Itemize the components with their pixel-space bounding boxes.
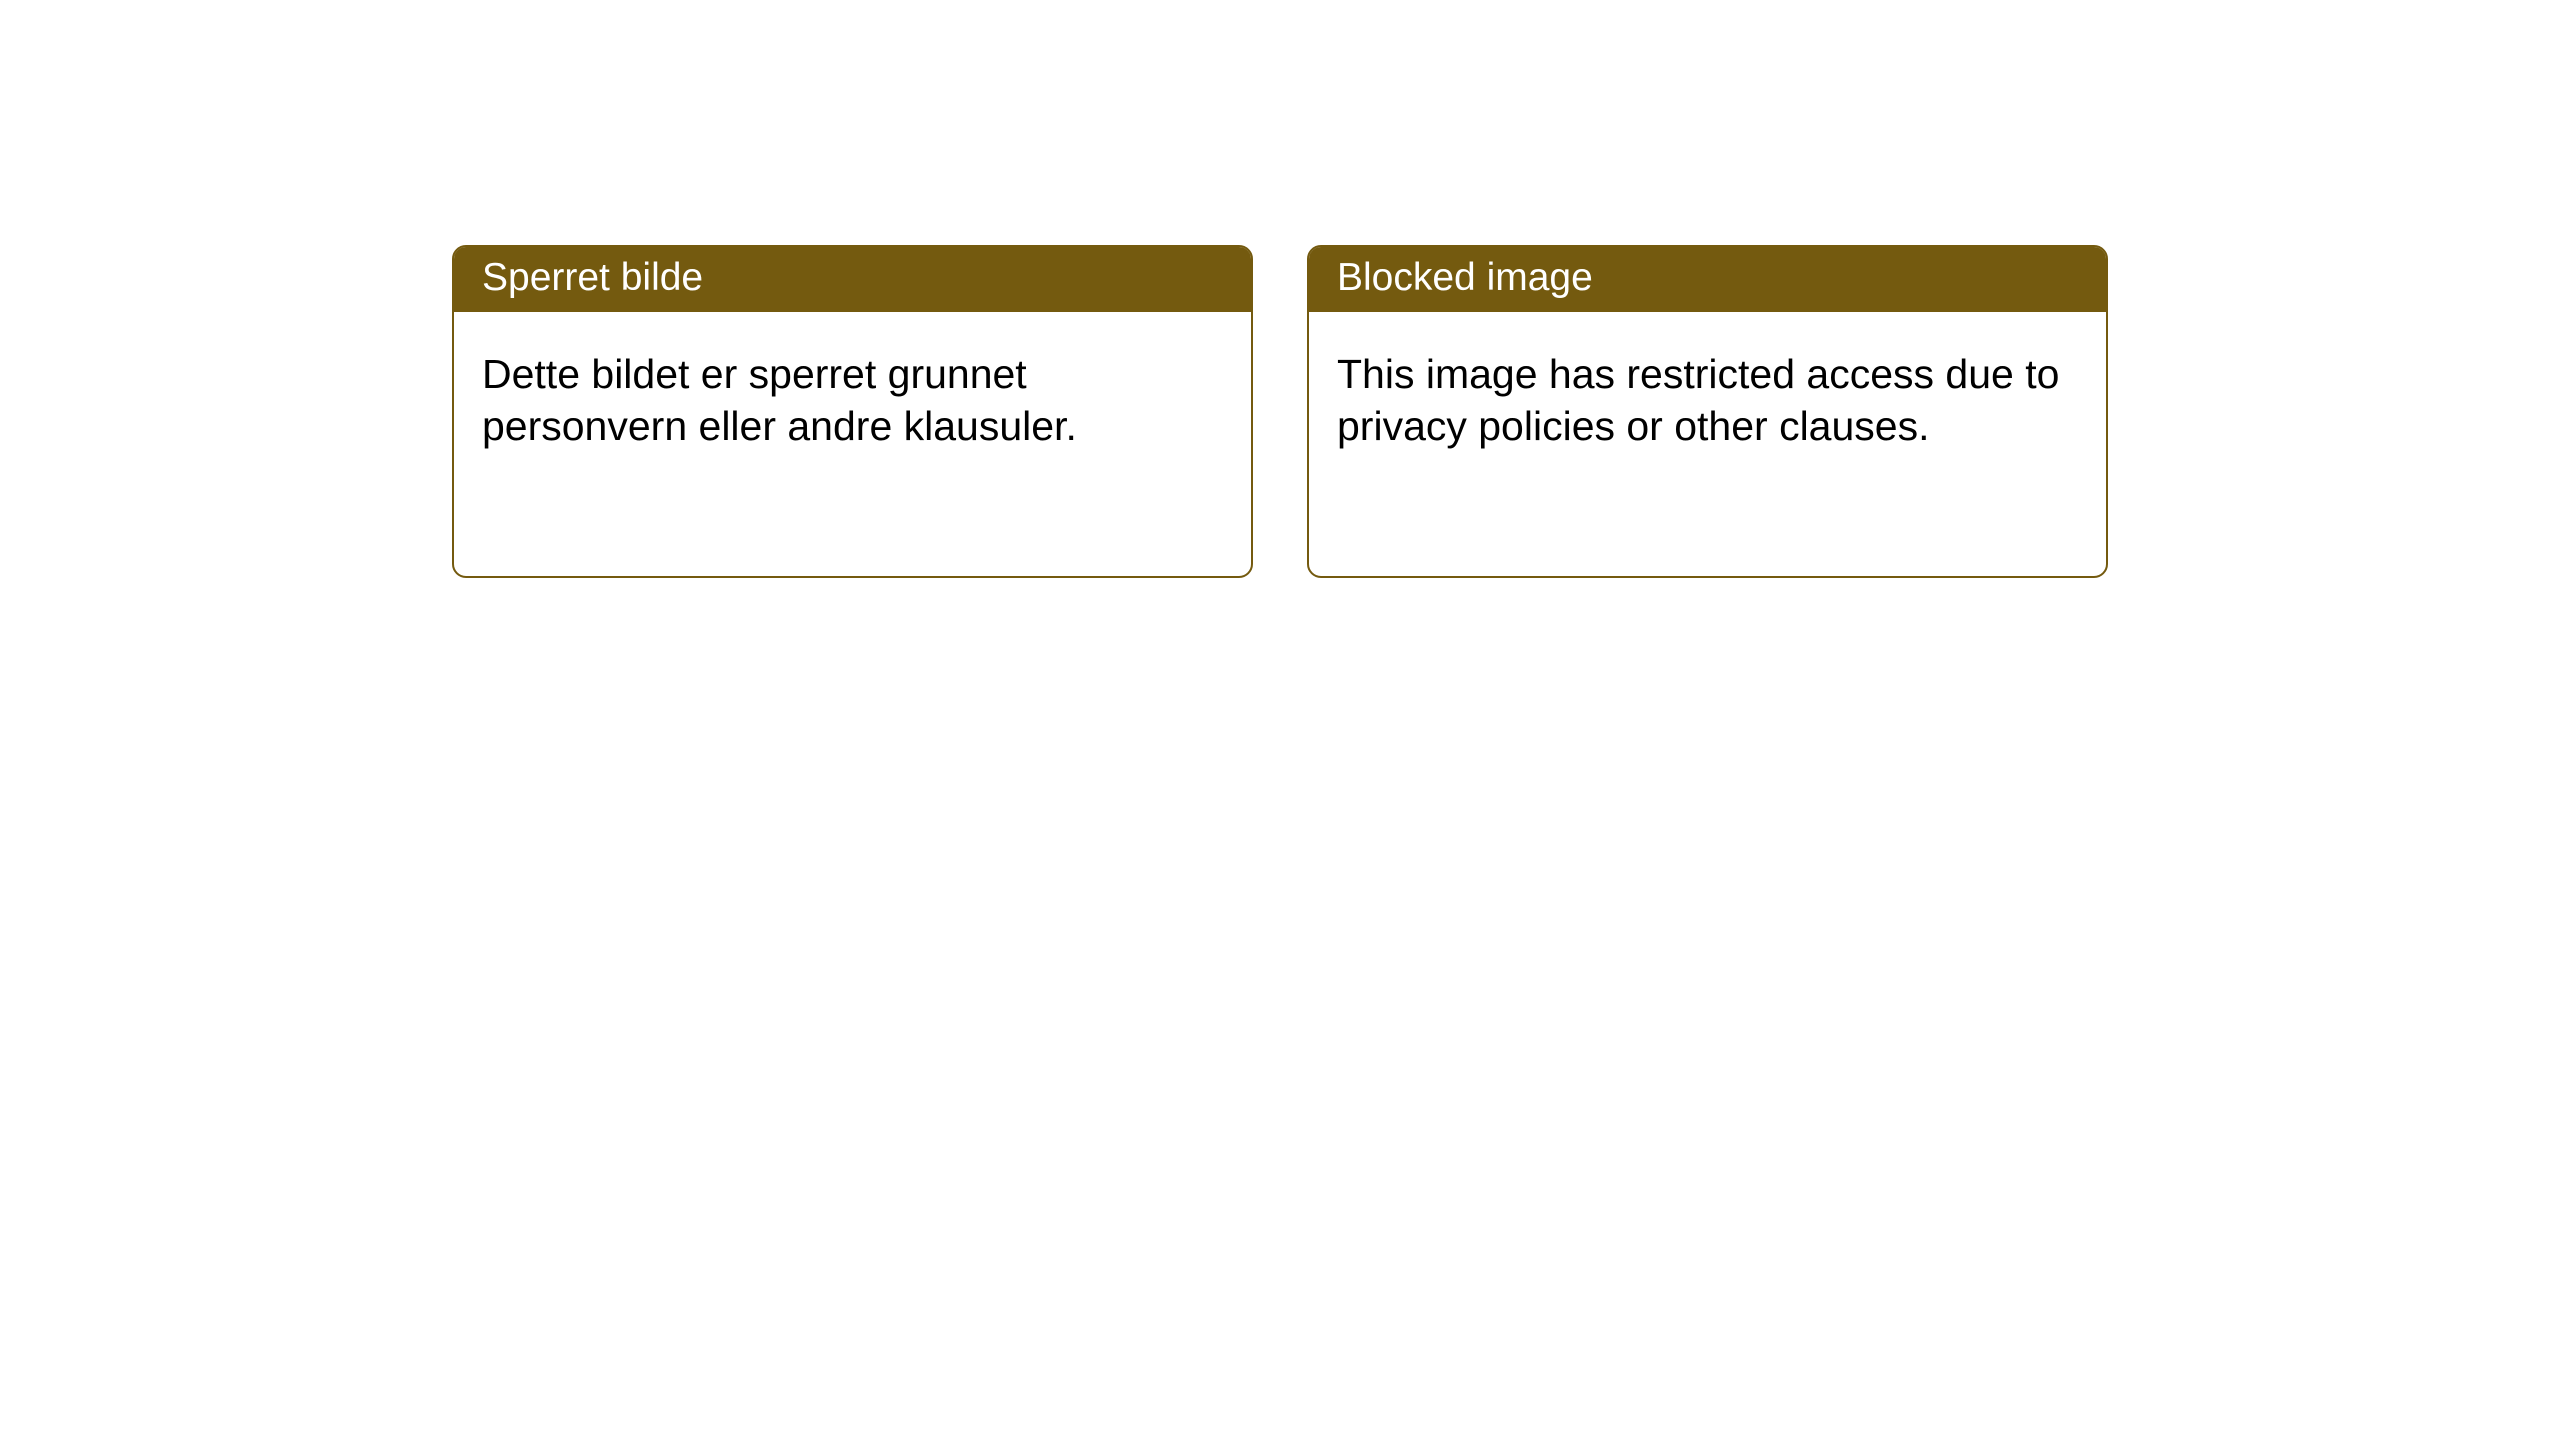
notice-card-norwegian: Sperret bilde Dette bildet er sperret gr… (452, 245, 1253, 578)
notice-card-body: Dette bildet er sperret grunnet personve… (454, 312, 1251, 489)
notice-card-title: Blocked image (1309, 247, 2106, 312)
notice-card-title: Sperret bilde (454, 247, 1251, 312)
notice-card-body: This image has restricted access due to … (1309, 312, 2106, 489)
notice-card-english: Blocked image This image has restricted … (1307, 245, 2108, 578)
notice-cards-container: Sperret bilde Dette bildet er sperret gr… (452, 245, 2108, 578)
